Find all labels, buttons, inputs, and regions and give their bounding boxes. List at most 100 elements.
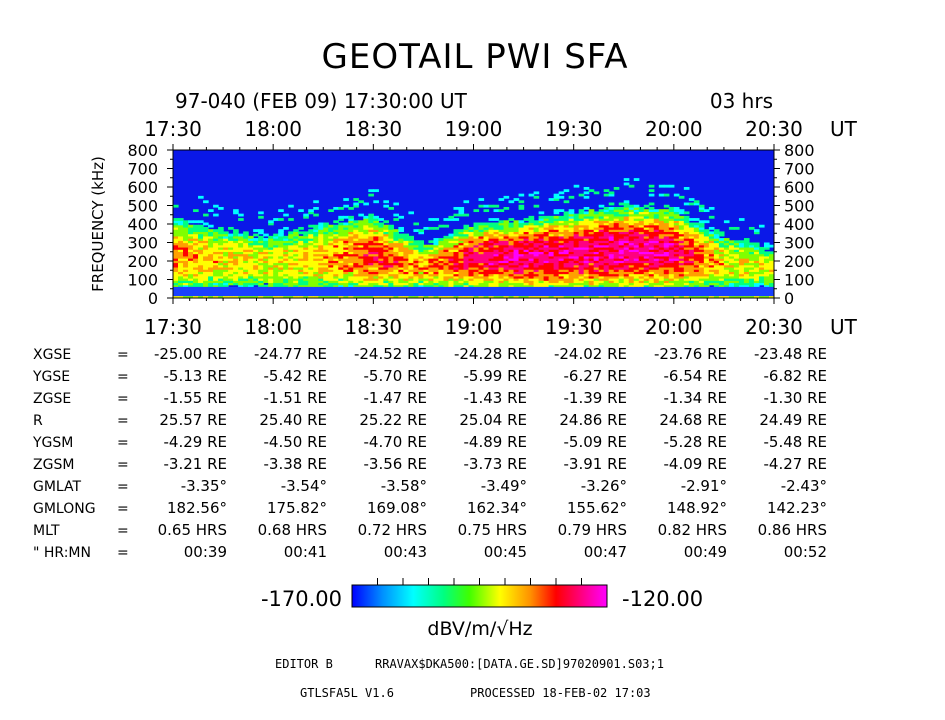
heatmap-cell [328,242,334,246]
heatmap-cell [243,260,249,264]
heatmap-cell [488,244,495,248]
heatmap-cell [478,231,485,235]
heatmap-cell [758,255,765,259]
heatmap-cell [268,258,274,261]
heatmap-cell [588,213,595,217]
heatmap-cell [723,258,730,261]
heatmap-cell [678,235,685,239]
heatmap-cell [433,284,440,288]
heatmap-cell [553,273,560,277]
heatmap-cell [623,215,630,219]
heatmap-low-band [538,286,545,297]
y-tick-label-right: 0 [784,289,794,308]
heatmap-cell [323,282,329,286]
heatmap-cell [573,222,580,226]
heatmap-cell [248,275,254,279]
heatmap-cell [573,213,580,217]
heatmap-cell [338,253,344,257]
heatmap-cell [183,238,189,241]
heatmap-cell [183,244,189,248]
heatmap-cell [533,255,540,259]
heatmap-cell [493,278,500,281]
heatmap-cell [658,244,665,248]
heatmap-cell [668,251,675,255]
heatmap-cell [338,266,344,270]
heatmap-cell [173,273,179,277]
heatmap-cell [478,269,485,272]
heatmap-cell [598,258,605,261]
heatmap-cell [483,229,490,232]
heatmap-cell [538,258,545,261]
heatmap-cell [528,253,535,257]
heatmap-cell [453,231,460,235]
heatmap-cell [733,240,740,244]
heatmap-cell [623,242,630,246]
heatmap-cell [483,275,490,279]
heatmap-cell [233,264,239,268]
heatmap-baseline [363,296,369,298]
heatmap-cell [398,266,404,270]
heatmap-cell [748,262,755,266]
heatmap-cell [683,284,690,288]
heatmap-cell [563,269,570,272]
heatmap-cell [218,244,224,248]
heatmap-cell [223,238,229,241]
heatmap-cell [268,269,274,272]
heatmap-cell [268,249,274,252]
heatmap-cell [453,255,460,259]
heatmap-cell [348,282,354,286]
heatmap-cell [253,273,259,277]
orbit-cell: 00:39 [184,543,227,561]
heatmap-cell [498,253,505,257]
heatmap-cell [308,275,314,279]
heatmap-cell [493,262,500,266]
heatmap-cell [418,242,425,246]
heatmap-cell [713,258,720,261]
heatmap-cell [423,253,430,257]
heatmap-cell [358,284,364,288]
heatmap-cell [588,229,595,232]
heatmap-cell [703,264,710,268]
heatmap-cell [308,280,314,284]
heatmap-cell [683,246,690,250]
heatmap-cell [673,255,680,259]
heatmap-cell [568,240,575,244]
heatmap-cell [713,238,720,241]
heatmap-low-band [748,286,755,297]
heatmap-cell [443,218,450,221]
heatmap-cell [468,262,475,266]
heatmap-cell [693,251,700,255]
heatmap-cell [458,280,465,284]
heatmap-cell [638,275,645,279]
heatmap-cell [478,275,485,279]
heatmap-cell [308,244,314,248]
heatmap-cell [713,253,720,257]
heatmap-cell [668,275,675,279]
heatmap-cell [578,215,585,219]
heatmap-cell [553,193,560,197]
heatmap-cell [543,240,550,244]
heatmap-cell [478,224,485,228]
heatmap-cell [728,275,735,279]
heatmap-cell [213,213,219,217]
heatmap-cell [663,260,670,264]
heatmap-cell [533,282,540,286]
heatmap-cell [658,249,665,252]
heatmap-cell [203,222,209,226]
heatmap-cell [268,271,274,275]
heatmap-cell [633,273,640,277]
heatmap-cell [243,244,249,248]
heatmap-cell [418,255,425,259]
heatmap-cell [393,280,399,284]
heatmap-cell [513,246,520,250]
heatmap-cell [358,258,364,261]
heatmap-cell [278,269,284,272]
heatmap-cell [673,240,680,244]
orbit-cell: 24.86 RE [559,411,627,429]
orbit-cell: -4.29 RE [164,433,227,451]
heatmap-cell [618,235,625,239]
heatmap-cell [728,266,735,270]
heatmap-cell [423,278,430,281]
heatmap-cell [243,280,249,284]
heatmap-cell [593,191,600,195]
